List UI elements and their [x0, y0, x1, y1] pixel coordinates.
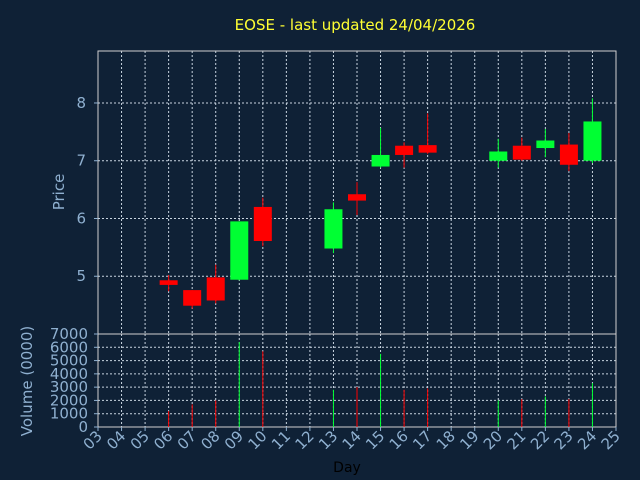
candle-body	[559, 144, 578, 165]
candle-body	[183, 290, 202, 306]
volume-tick-label: 3000	[50, 378, 88, 396]
chart-title: EOSE - last updated 24/04/2026	[235, 16, 476, 34]
volume-bars	[168, 341, 593, 427]
volume-axis-label: Volume (0000)	[18, 326, 36, 436]
candle-body	[348, 194, 366, 201]
candle-body	[230, 221, 249, 280]
price-axis-label: Price	[50, 174, 68, 211]
candle-body	[206, 277, 225, 301]
volume-tick-label: 5000	[50, 352, 88, 370]
candle-body	[371, 154, 390, 167]
volume-tick-label: 6000	[50, 338, 88, 356]
x-axis: 0304050607080910111213141516171819202122…	[80, 427, 624, 453]
volume-tick-label: 1000	[50, 405, 88, 423]
candle-body	[489, 151, 508, 161]
candle-body	[395, 145, 414, 155]
volume-tick-label: 0	[78, 418, 88, 436]
x-axis-label: Day	[333, 460, 361, 476]
candle-body	[418, 145, 437, 153]
volume-tick-label: 2000	[50, 391, 88, 409]
price-tick-label: 5	[76, 267, 86, 285]
candle-body	[512, 145, 531, 160]
candles	[159, 98, 602, 309]
candle-body	[253, 206, 272, 242]
candle-body	[324, 209, 343, 249]
candle-body	[536, 140, 555, 149]
price-tick-label: 8	[76, 94, 86, 112]
price-tick-label: 7	[76, 152, 86, 170]
volume-tick-label: 7000	[50, 325, 88, 343]
candle-body	[583, 121, 602, 161]
price-y-axis: 5 6 7 8	[76, 94, 98, 285]
candle-body	[159, 280, 178, 285]
price-gridlines	[98, 51, 616, 334]
price-tick-label: 6	[76, 209, 86, 227]
volume-tick-label: 4000	[50, 365, 88, 383]
